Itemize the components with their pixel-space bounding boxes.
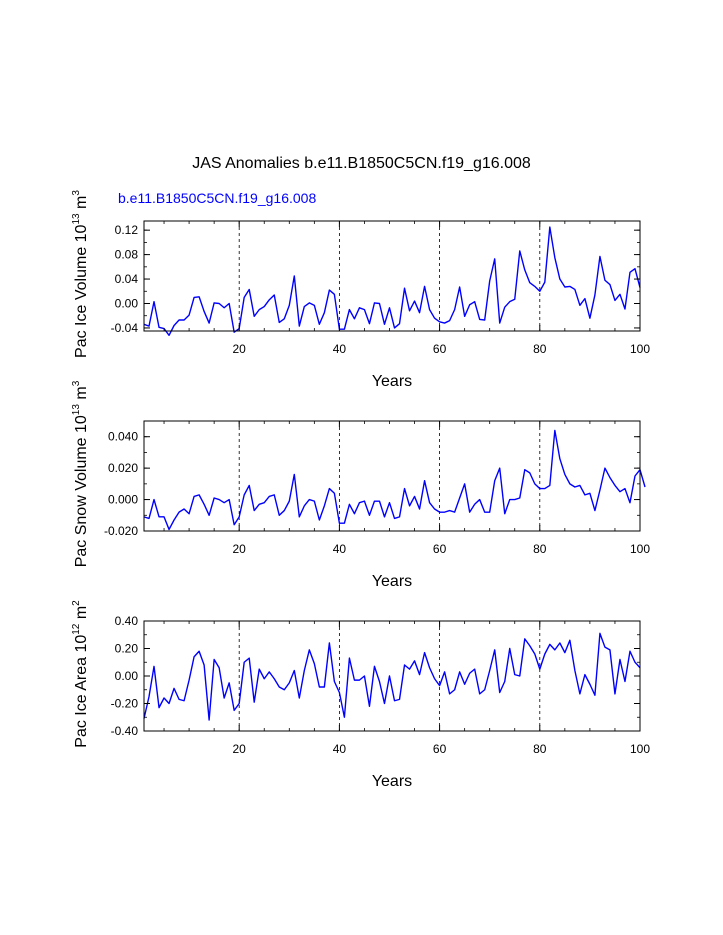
y-tick-label: 0.000 <box>108 493 138 507</box>
y-tick-label: -0.020 <box>104 524 138 538</box>
y-axis-title-text: Pac Ice Volume 10 <box>73 224 90 358</box>
y-tick-label: 0.20 <box>115 642 139 656</box>
y-tick-label: 0.020 <box>108 461 138 475</box>
plot-frame <box>143 420 641 532</box>
y-tick-label: 0.08 <box>115 248 139 262</box>
x-tick-label-100: 100 <box>630 342 650 356</box>
series-line <box>143 226 641 336</box>
chart-panel-1: 20 40 60 80 100 -0.04 0.00 0.04 0.08 0.12 Years Pac… <box>71 190 650 390</box>
y-axis-title-exponent: 3 <box>71 380 82 386</box>
y-axis-title: Pac Ice Volume 1013 m3 <box>71 190 90 358</box>
y-tick-label: 0.00 <box>115 669 139 683</box>
y-axis-title-exponent: 13 <box>71 404 82 416</box>
y-axis-title-exponent: 12 <box>71 623 82 635</box>
x-tick-label-80: 80 <box>533 742 547 756</box>
x-axis-title: Years <box>372 773 412 790</box>
x-tick-label-20: 20 <box>233 542 247 556</box>
x-tick-label-40: 40 <box>333 542 347 556</box>
chart-panel-2: 20 40 60 80 100 -0.020 0.000 0.020 0.040 Years Pac… <box>71 380 650 590</box>
series-line <box>143 429 646 531</box>
x-tick-label-60: 60 <box>433 542 447 556</box>
series-line <box>143 632 641 721</box>
x-tick-label-40: 40 <box>333 342 347 356</box>
x-axis-title: Years <box>372 573 412 590</box>
plot-frame <box>143 620 641 732</box>
y-tick-label: -0.20 <box>111 697 139 711</box>
y-tick-label: -0.40 <box>111 724 139 738</box>
x-tick-label-80: 80 <box>533 342 547 356</box>
y-tick-label: 0.40 <box>115 614 139 628</box>
y-axis-title: Pac Ice Area 1012 m2 <box>71 600 90 748</box>
x-tick-label-20: 20 <box>233 342 247 356</box>
x-tick-label-60: 60 <box>433 742 447 756</box>
y-axis-title-text: m <box>73 196 90 214</box>
y-axis-title-exponent: 13 <box>71 213 82 225</box>
x-tick-label-60: 60 <box>433 342 447 356</box>
run-name-label: b.e11.B1850C5CN.f19_g16.008 <box>118 190 317 206</box>
x-tick-label-100: 100 <box>630 742 650 756</box>
y-axis-title-text: Pac Ice Area 10 <box>73 635 90 748</box>
figure-title: JAS Anomalies b.e11.B1850C5CN.f19_g16.00… <box>192 155 531 172</box>
y-tick-label: 0.040 <box>108 430 138 444</box>
y-tick-label: 0.04 <box>115 272 139 286</box>
y-tick-label: -0.04 <box>111 321 139 335</box>
y-axis-title-exponent: 2 <box>71 600 82 606</box>
x-tick-label-20: 20 <box>233 742 247 756</box>
x-tick-label-100: 100 <box>630 542 650 556</box>
x-axis-title: Years <box>372 373 412 390</box>
x-tick-label-40: 40 <box>333 742 347 756</box>
y-axis-title: Pac Snow Volume 1013 m3 <box>71 380 90 567</box>
plot-frame <box>143 220 641 332</box>
y-tick-label: 0.00 <box>115 297 139 311</box>
y-axis-title-text: Pac Snow Volume 10 <box>73 415 90 567</box>
x-tick-label-80: 80 <box>533 542 547 556</box>
chart-panel-3: 20 40 60 80 100 -0.40 -0.20 0.00 0.20 0.40 Years Pa… <box>71 600 650 790</box>
y-axis-title-exponent: 3 <box>71 190 82 196</box>
y-tick-label: 0.12 <box>115 223 139 237</box>
y-axis-title-text: m <box>73 386 90 404</box>
y-axis-title-text: m <box>73 606 90 624</box>
